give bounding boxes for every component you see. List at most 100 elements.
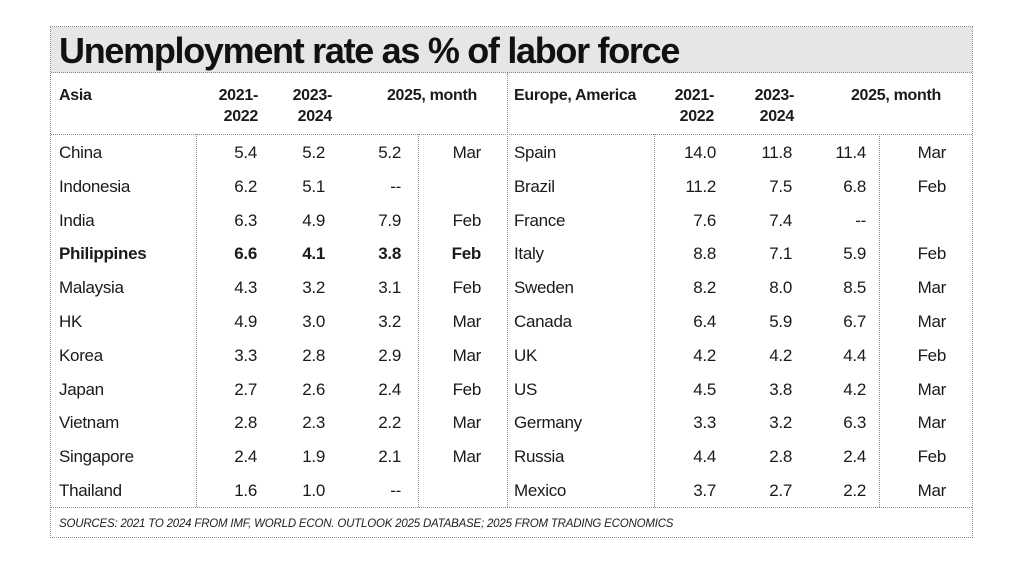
value-2021-2022: 4.5 bbox=[693, 379, 716, 399]
value-2025: 2.4 bbox=[843, 447, 866, 467]
country-name: US bbox=[514, 379, 538, 399]
value-2021-2022: 2.7 bbox=[234, 379, 257, 399]
country-name: UK bbox=[514, 345, 538, 365]
country-name: Sweden bbox=[514, 278, 574, 298]
country-name: Russia bbox=[514, 447, 565, 467]
value-2023-2024: 2.6 bbox=[302, 379, 325, 399]
country-name: Thailand bbox=[59, 481, 122, 500]
value-2021-2022: 14.0 bbox=[684, 143, 716, 162]
value-month: Feb bbox=[917, 176, 947, 196]
value-2021-2022: 8.8 bbox=[693, 244, 716, 264]
value-2021-2022: 2.8 bbox=[234, 413, 257, 433]
country-name: Spain bbox=[514, 143, 556, 162]
value-month: Mar bbox=[917, 413, 947, 433]
country-name: Korea bbox=[59, 345, 103, 365]
country-name: Brazil bbox=[514, 176, 555, 196]
column-header-3: 2025, month bbox=[386, 87, 477, 104]
table-title: Unemployment rate as % of labor force bbox=[59, 30, 680, 71]
value-month: Mar bbox=[452, 312, 482, 331]
column-header-1: 2021- 2022 bbox=[674, 87, 715, 125]
value-2023-2024: 5.2 bbox=[302, 143, 325, 162]
value-2023-2024: 3.2 bbox=[769, 413, 792, 433]
value-2025: 2.4 bbox=[378, 379, 401, 399]
value-2021-2022: 4.3 bbox=[234, 278, 257, 298]
value-2025: 2.2 bbox=[843, 481, 866, 500]
country-name: Canada bbox=[514, 312, 572, 331]
value-2025: 3.2 bbox=[378, 312, 401, 331]
column-header-region: Europe, America bbox=[514, 87, 637, 104]
value-2023-2024: 3.2 bbox=[302, 278, 325, 298]
value-month: Feb bbox=[452, 379, 482, 399]
value-2023-2024: 2.8 bbox=[302, 345, 325, 365]
country-name: Philippines bbox=[59, 244, 147, 264]
value-2025: -- bbox=[390, 481, 401, 500]
value-2021-2022: 4.9 bbox=[234, 312, 257, 331]
value-2021-2022: 3.3 bbox=[693, 413, 716, 433]
value-2023-2024: 2.8 bbox=[769, 447, 792, 467]
header-divider bbox=[51, 134, 972, 135]
value-2023-2024: 11.8 bbox=[761, 143, 792, 162]
value-2025: 11.4 bbox=[835, 143, 866, 162]
value-2025: 2.9 bbox=[378, 345, 401, 365]
country-name: France bbox=[514, 210, 566, 230]
column-header-2: 2023- 2024 bbox=[292, 87, 333, 125]
value-2023-2024: 4.2 bbox=[769, 345, 792, 365]
value-2025: 8.5 bbox=[843, 278, 866, 298]
footer-divider bbox=[51, 507, 972, 508]
value-month: Feb bbox=[917, 447, 947, 467]
value-month: Feb bbox=[452, 210, 482, 230]
value-month: Mar bbox=[917, 278, 947, 298]
country-name: Vietnam bbox=[59, 413, 119, 433]
value-month: Feb bbox=[917, 244, 947, 264]
value-2025: 6.3 bbox=[843, 413, 866, 433]
value-2021-2022: 7.6 bbox=[693, 210, 716, 230]
value-2021-2022: 6.6 bbox=[234, 244, 257, 264]
value-2021-2022: 3.7 bbox=[693, 481, 716, 500]
column-header-2: 2023- 2024 bbox=[754, 87, 795, 125]
value-2025: 5.2 bbox=[378, 143, 401, 162]
value-2023-2024: 2.7 bbox=[769, 481, 792, 500]
value-2025: 6.7 bbox=[843, 312, 866, 331]
value-2021-2022: 8.2 bbox=[693, 278, 716, 298]
value-2023-2024: 8.0 bbox=[769, 278, 792, 298]
value-month: Mar bbox=[917, 143, 947, 162]
value-2021-2022: 3.3 bbox=[234, 345, 257, 365]
value-2023-2024: 3.8 bbox=[769, 379, 792, 399]
value-month: Mar bbox=[917, 312, 947, 331]
source-note: SOURCES: 2021 TO 2024 FROM IMF, WORLD EC… bbox=[59, 518, 674, 530]
value-month: Mar bbox=[452, 447, 482, 467]
country-name: Indonesia bbox=[59, 176, 131, 196]
value-2023-2024: 4.9 bbox=[302, 210, 325, 230]
value-month: Feb bbox=[451, 244, 482, 264]
value-2023-2024: 4.1 bbox=[302, 244, 325, 264]
value-month: Mar bbox=[452, 413, 482, 433]
value-month: Mar bbox=[452, 345, 482, 365]
value-2023-2024: 3.0 bbox=[302, 312, 325, 331]
value-month: Mar bbox=[917, 481, 947, 500]
value-2025: 7.9 bbox=[378, 210, 401, 230]
column-header-region: Asia bbox=[59, 87, 92, 104]
value-2021-2022: 6.4 bbox=[693, 312, 716, 331]
column-header-1: 2021- 2022 bbox=[218, 87, 259, 125]
column-header-3: 2025, month bbox=[850, 87, 941, 104]
country-name: Singapore bbox=[59, 447, 134, 467]
column-divider-europe-1 bbox=[654, 134, 655, 507]
value-2023-2024: 7.1 bbox=[769, 244, 792, 264]
column-divider-asia-2 bbox=[418, 134, 419, 507]
value-2021-2022: 5.4 bbox=[234, 143, 257, 162]
panel-divider bbox=[507, 73, 508, 507]
value-month: Mar bbox=[917, 379, 947, 399]
value-2025: 6.8 bbox=[843, 176, 866, 196]
value-2023-2024: 7.4 bbox=[769, 210, 792, 230]
value-2021-2022: 11.2 bbox=[685, 176, 716, 196]
value-2021-2022: 6.3 bbox=[234, 210, 257, 230]
country-name: China bbox=[59, 143, 102, 162]
value-2025: 3.1 bbox=[378, 278, 401, 298]
country-name: HK bbox=[59, 312, 83, 331]
value-2021-2022: 6.2 bbox=[234, 176, 257, 196]
value-2021-2022: 2.4 bbox=[234, 447, 257, 467]
value-month: Mar bbox=[452, 143, 482, 162]
column-divider-asia-1 bbox=[196, 134, 197, 507]
value-2023-2024: 7.5 bbox=[769, 176, 792, 196]
title-bar: Unemployment rate as % of labor force bbox=[51, 27, 972, 73]
